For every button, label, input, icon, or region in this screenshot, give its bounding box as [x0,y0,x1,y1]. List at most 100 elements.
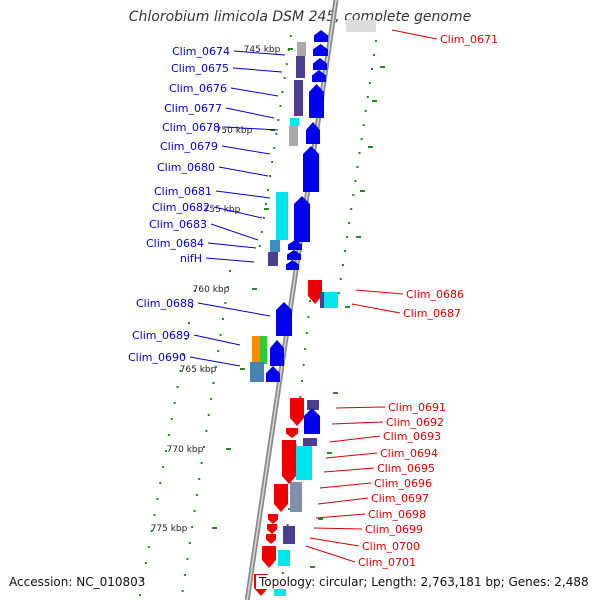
right-track-dot [288,508,291,510]
scale-tick [212,527,217,529]
inner-track-dot [219,334,222,336]
label-leader-line [313,527,363,530]
gene-label-clim_0683: Clim_0683 [149,218,207,231]
scale-tick [226,448,231,450]
left-track-dot [165,450,167,452]
minor-tick [356,236,361,238]
gene-label-clim_0695: Clim_0695 [377,462,435,475]
label-leader-line [323,467,375,473]
inner-track-dot [195,494,198,496]
scale-label: 775 kbp [151,524,188,534]
label-leader-line [215,190,271,199]
label-leader-line [309,537,360,547]
gene-label-clim_0686: Clim_0686 [406,288,464,301]
label-leader-line [223,126,279,131]
feature-block [324,292,338,308]
label-leader-line [210,223,259,241]
inner-track-dot [279,105,282,107]
inner-track-dot [289,35,292,37]
left-track-dot [185,338,188,340]
forward-cds-arrow [314,30,328,42]
left-track-dot [182,354,185,356]
inner-track-dot [198,478,201,480]
minor-tick [372,100,377,102]
left-track-dot [167,434,170,436]
forward-cds-arrow [266,366,280,382]
inner-track-dot [275,133,278,135]
label-leader-line [193,334,241,346]
scale-tick [264,208,269,210]
minor-tick [368,146,373,148]
outer-track-dot [364,110,367,112]
gene-label-clim_0687: Clim_0687 [403,307,461,320]
outer-track-dot [362,124,365,126]
label-leader-line [197,302,271,317]
label-leader-line [391,29,438,40]
feature-block [289,126,298,146]
label-leader-line [329,435,381,443]
feature-block [294,80,303,116]
scale-label: 745 kbp [244,45,281,55]
gene-label-clim_0675: Clim_0675 [171,62,229,75]
gene-label-clim_0689: Clim_0689 [132,329,190,342]
feature-block [320,292,324,308]
inner-track-dot [269,175,272,177]
left-track-dot [139,594,142,596]
gene-label-nifh: nifH [180,252,202,265]
gene-label-clim_0677: Clim_0677 [164,102,222,115]
reverse-cds-arrow [266,534,276,544]
label-leader-line [225,107,275,119]
reverse-cds-arrow [286,428,298,438]
outer-track-dot [373,54,376,56]
gene-label-clim_0688: Clim_0688 [136,297,194,310]
gene-label-clim_0693: Clim_0693 [383,430,441,443]
feature-block [290,118,299,126]
forward-cds-arrow [287,250,301,260]
inner-track-dot [188,542,191,544]
inner-track-dot [184,574,187,576]
label-leader-line [315,513,366,519]
reverse-cds-arrow [282,440,296,484]
inner-track-dot [191,526,194,528]
gene-label-clim_0671: Clim_0671 [440,33,498,46]
label-leader-line [230,87,279,97]
outer-track-dot [337,292,340,294]
feature-block [278,550,290,566]
inner-track-dot [224,302,227,304]
inner-track-dot [277,119,280,121]
right-track-dot [309,300,311,302]
scale-label: 760 kbp [193,285,230,295]
inner-track-dot [258,245,261,247]
label-leader-line [351,303,401,314]
reverse-cds-arrow [308,280,322,304]
gene-label-clim_0696: Clim_0696 [374,477,432,490]
feature-block [268,252,278,266]
outer-track-dot [370,68,373,70]
inner-track-dot [283,77,286,79]
scale-label: 755 kbp [204,205,241,215]
outer-track-dot [368,82,371,84]
inner-track-dot [262,217,265,219]
minor-tick [345,306,350,308]
forward-cds-arrow [313,58,327,70]
scale-label: 750 kbp [216,126,253,136]
gene-label-clim_0684: Clim_0684 [146,237,204,250]
outer-track-dot [346,236,349,238]
outer-track-dot [358,152,361,154]
label-leader-line [232,67,283,73]
left-track-dot [144,562,147,564]
inner-track-dot [273,147,276,149]
label-leader-line [325,452,378,459]
label-leader-line [233,50,286,56]
gene-label-clim_0679: Clim_0679 [160,140,218,153]
feature-block [346,20,376,32]
right-track-dot [281,572,284,574]
outer-track-dot [356,166,359,168]
inner-track-dot [186,558,189,560]
gene-label-clim_0681: Clim_0681 [154,185,212,198]
gene-label-clim_0690: Clim_0690 [128,351,186,364]
forward-cds-arrow [276,302,292,336]
right-track-dot [301,380,303,382]
inner-track-dot [260,231,263,233]
left-track-dot [159,482,162,484]
